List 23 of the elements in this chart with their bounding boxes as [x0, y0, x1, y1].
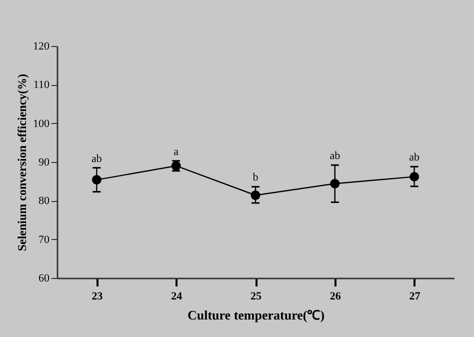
y-tick-label: 120	[33, 40, 50, 52]
y-tick-label: 90	[38, 156, 50, 168]
y-tick-label: 60	[38, 272, 50, 284]
point	[92, 175, 102, 185]
annotation: b	[252, 172, 259, 184]
y-tick-label: 80	[38, 195, 50, 208]
x-tick-label: 23	[92, 290, 104, 302]
point	[410, 172, 420, 182]
x-tick-label: 25	[250, 290, 262, 302]
x-tick-label: 26	[330, 290, 342, 302]
annotation: ab	[330, 150, 341, 162]
y-tick-label: 100	[33, 118, 50, 130]
point	[330, 178, 340, 188]
x-tick-label: 24	[171, 290, 183, 302]
y-tick-label: 110	[33, 79, 50, 92]
y-axis-title: Selenium conversion efficiency(%)	[15, 74, 29, 252]
y-tick-label: 70	[38, 234, 50, 246]
annotation: ab	[409, 152, 420, 164]
annotation: a	[174, 146, 179, 158]
point	[250, 190, 260, 200]
x-tick-label: 27	[409, 290, 421, 302]
x-axis-title: Culture temperature(℃)	[187, 308, 325, 322]
annotation: ab	[92, 152, 102, 165]
